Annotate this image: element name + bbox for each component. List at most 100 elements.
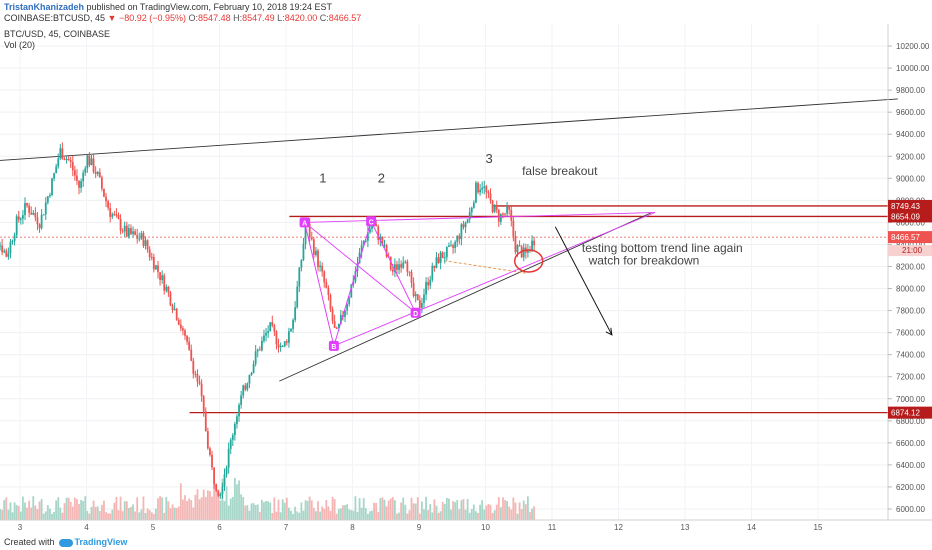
- candle-body: [460, 224, 463, 240]
- candle-body: [192, 360, 195, 374]
- candle-body: [15, 216, 18, 236]
- candle-body: [502, 213, 504, 215]
- candle-body: [242, 385, 245, 396]
- volume-bar: [283, 502, 286, 520]
- volume-bar: [7, 509, 10, 520]
- annotation-text: watch for breakdown: [588, 253, 700, 267]
- volume-bar: [252, 503, 255, 520]
- volume-bar: [165, 496, 168, 520]
- candle-body: [294, 307, 297, 320]
- volume-bar: [119, 496, 122, 520]
- volume-bar: [240, 494, 243, 520]
- volume-bar: [242, 496, 245, 520]
- volume-bar: [215, 484, 218, 520]
- volume-bar: [400, 502, 403, 520]
- candle-body: [327, 287, 330, 296]
- volume-bar: [472, 504, 475, 520]
- volume-bar: [206, 490, 209, 520]
- volume-bar: [219, 500, 222, 520]
- volume-bar: [277, 499, 280, 520]
- volume-bar: [456, 500, 459, 520]
- candle-body: [308, 223, 311, 238]
- candle-body: [487, 192, 490, 194]
- candle-body: [80, 181, 82, 188]
- volume-bar: [40, 499, 43, 520]
- annotation-text: 2: [378, 171, 385, 186]
- chart-background: [0, 24, 932, 536]
- candle-body: [315, 250, 317, 255]
- countdown-box: [888, 245, 932, 257]
- candle-body: [140, 233, 143, 239]
- candle-body: [275, 331, 278, 345]
- candle-body: [163, 275, 166, 291]
- volume-bar: [38, 501, 41, 520]
- tradingview-brand[interactable]: TradingView: [74, 537, 128, 547]
- candle-body: [512, 220, 515, 237]
- volume-bar: [396, 513, 398, 520]
- candle-body: [127, 228, 130, 237]
- candle-body: [416, 294, 419, 301]
- candle-body: [190, 349, 193, 361]
- volume-bar: [354, 496, 357, 520]
- volume-bar: [100, 504, 103, 520]
- candle-body: [491, 200, 494, 213]
- volume-bar: [84, 496, 87, 520]
- volume-bar: [499, 507, 502, 520]
- volume-bar: [402, 497, 405, 520]
- candle-body: [115, 214, 118, 216]
- volume-bar: [369, 511, 371, 520]
- candle-body: [260, 340, 263, 351]
- candle-body: [514, 236, 517, 253]
- candle-body: [198, 381, 201, 384]
- candle-body: [196, 373, 199, 382]
- candle-body: [273, 325, 276, 332]
- candle-body: [105, 196, 107, 202]
- candle-body: [73, 170, 76, 176]
- candle-body: [38, 224, 41, 229]
- candle-body: [26, 202, 28, 206]
- candle-body: [267, 331, 270, 334]
- volume-bar: [69, 501, 72, 520]
- y-tick-label: 8000.00: [896, 285, 925, 294]
- candle-body: [148, 249, 151, 258]
- volume-bar: [231, 496, 234, 520]
- volume-bar: [132, 504, 134, 520]
- candle-body: [481, 187, 484, 190]
- candle-body: [354, 271, 357, 282]
- candle-body: [258, 349, 261, 351]
- candle-body: [103, 188, 105, 197]
- author-link[interactable]: TristanKhanizadeh: [4, 2, 85, 12]
- candle-body: [410, 272, 413, 283]
- candle-body: [256, 349, 259, 352]
- candle-body: [508, 206, 511, 210]
- volume-bar: [103, 500, 105, 520]
- candle-body: [358, 252, 361, 264]
- candle-body: [188, 341, 191, 350]
- volume-bar: [88, 513, 91, 520]
- candle-body: [184, 330, 186, 336]
- volume-bar: [138, 512, 141, 520]
- volume-bar: [481, 500, 484, 520]
- volume-bar: [312, 507, 315, 520]
- volume-bar: [238, 480, 240, 520]
- candle-body: [125, 225, 128, 237]
- volume-bar: [107, 513, 110, 520]
- volume-bar: [518, 502, 521, 520]
- candle-body: [489, 193, 492, 201]
- candle-body: [161, 275, 164, 281]
- candle-body: [167, 286, 170, 293]
- y-tick-label: 9600.00: [896, 108, 925, 117]
- volume-bar: [152, 513, 155, 520]
- triangle-bottom-line: [333, 212, 656, 347]
- volume-bar: [441, 501, 444, 520]
- candle-body: [246, 383, 249, 390]
- candle-body: [369, 229, 371, 233]
- pattern-point-marker: [328, 340, 339, 351]
- candle-body: [28, 205, 31, 213]
- candle-body: [321, 265, 324, 272]
- x-tick-label: 13: [681, 523, 690, 532]
- time-axis[interactable]: 3 4 5 6 7 8 9 10 11 12 13 14 15: [18, 523, 823, 532]
- y-tick-label: 8600.00: [896, 218, 925, 227]
- candle-body: [346, 304, 348, 311]
